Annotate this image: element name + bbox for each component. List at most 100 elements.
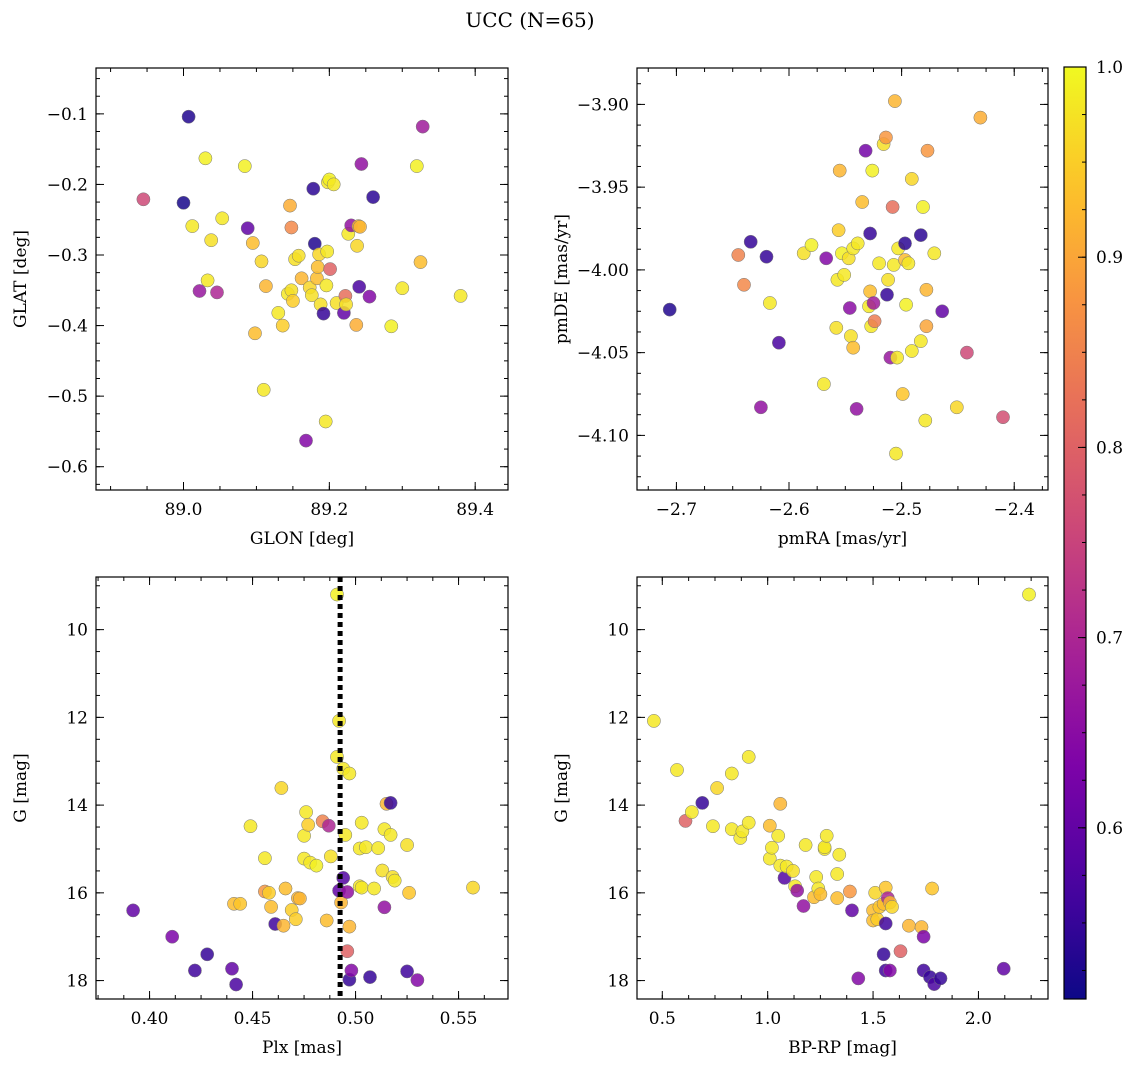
x-tick-label: 0.5: [649, 1009, 676, 1029]
scatter-point: [817, 840, 832, 855]
scatter-point: [243, 819, 258, 834]
scatter-point: [254, 254, 269, 269]
axes-frame: [636, 576, 1049, 1000]
scatter-point: [323, 849, 338, 864]
colorbar-tick-label: 1.0: [1096, 58, 1123, 78]
y-tick-label: 10: [66, 621, 88, 641]
y-tick-label: −4.00: [577, 261, 629, 281]
x-tick-label: 1.5: [860, 1009, 887, 1029]
colorbar-gradient: [1063, 66, 1087, 1000]
scatter-point: [453, 289, 468, 303]
points-glon-glat: [136, 109, 468, 448]
scatter-point: [402, 885, 416, 900]
scatter-point: [773, 796, 788, 811]
panel-glon-glat: 89.0 89.2 89.4 −0.6 −0.5 −0.4 −0.3 −0.2 −0.1 GLON…: [11, 67, 509, 549]
scatter-point: [883, 963, 897, 978]
scatter-point: [319, 913, 334, 928]
scatter-point: [352, 279, 367, 294]
scatter-point: [323, 262, 337, 276]
scatter-point: [759, 249, 774, 264]
scatter-point: [363, 970, 377, 984]
panel-plx-g: 0.40 0.45 0.50 0.55 10 12 14 16 18 Plx [mas] G [ma…: [11, 576, 509, 1058]
scatter-point: [830, 891, 845, 905]
scatter-point: [278, 881, 293, 896]
scatter-point: [354, 880, 369, 895]
scatter-point: [830, 867, 845, 881]
x-axis-label: Plx [mas]: [262, 1038, 342, 1058]
scatter-point: [878, 916, 893, 931]
scatter-point: [256, 382, 271, 397]
y-tick-label: −0.3: [47, 246, 88, 266]
scatter-point: [790, 883, 805, 898]
ticks-plx-g: [96, 577, 508, 999]
scatter-point: [286, 294, 300, 308]
scatter-point: [283, 198, 297, 213]
scatter-point: [383, 796, 398, 810]
scatter-point: [866, 296, 881, 310]
scatter-point: [865, 163, 880, 178]
scatter-point: [271, 306, 286, 320]
scatter-point: [880, 287, 894, 302]
scatter-point: [771, 828, 786, 843]
scatter-point: [275, 318, 290, 333]
scatter-point: [188, 963, 202, 978]
scatter-point: [724, 766, 739, 781]
scatter-point: [898, 236, 912, 251]
scatter-point: [996, 961, 1011, 976]
y-tick-label: −0.4: [47, 317, 88, 337]
scatter-point: [731, 248, 746, 262]
x-axis-label: pmRA [mas/yr]: [778, 529, 907, 549]
scatter-point: [831, 223, 846, 238]
x-tick-label: 1.0: [754, 1009, 781, 1029]
scatter-point: [377, 900, 392, 915]
scatter-point: [349, 318, 364, 332]
x-tick-label: 0.45: [234, 1009, 272, 1029]
scatter-point: [851, 971, 866, 986]
scatter-point: [210, 285, 224, 300]
scatter-point: [350, 238, 364, 253]
scatter-point: [809, 870, 824, 884]
x-tick-label: −2.7: [656, 500, 697, 520]
scatter-point: [340, 944, 355, 959]
colorbar-tick-label: 0.8: [1096, 438, 1123, 458]
scatter-point: [960, 345, 974, 360]
y-axis-label: pmDE [mas/yr]: [552, 214, 572, 344]
scatter-point: [843, 884, 857, 899]
x-tick-label: −2.5: [881, 500, 922, 520]
scatter-point: [895, 387, 910, 401]
points-bprp-g: [647, 587, 1036, 991]
y-tick-label: −4.05: [577, 344, 629, 364]
x-axis-label: BP-RP [mag]: [788, 1038, 897, 1058]
y-tick-label: −0.5: [47, 387, 88, 407]
axes-frame: [95, 576, 509, 1000]
scatter-point: [276, 918, 291, 933]
scatter-point: [846, 340, 861, 355]
scatter-point: [299, 805, 313, 819]
scatter-point: [741, 750, 756, 764]
scatter-point: [165, 929, 180, 944]
axes-frame: [636, 67, 1049, 491]
scatter-point: [889, 446, 903, 461]
scatter-point: [354, 815, 369, 830]
scatter-point: [772, 335, 786, 350]
scatter-point: [362, 289, 377, 304]
scatter-point: [888, 94, 902, 108]
scatter-point: [741, 815, 756, 830]
y-tick-label: 18: [607, 972, 629, 992]
scatter-point: [837, 268, 852, 282]
scatter-point: [306, 181, 321, 196]
scatter-point: [754, 400, 768, 415]
scatter-point: [413, 255, 428, 269]
scatter-point: [415, 119, 430, 134]
scatter-point: [890, 350, 904, 365]
scatter-point: [916, 929, 931, 944]
y-tick-label: −3.90: [577, 95, 629, 115]
y-tick-label: 16: [66, 884, 88, 904]
scatter-point: [319, 278, 334, 293]
scatter-point: [126, 903, 140, 918]
scatter-point: [410, 973, 425, 987]
panel-bprp-g: 0.5 1.0 1.5 2.0 10 12 14 16 18 BP-RP [mag] G [mag]: [552, 576, 1049, 1058]
x-tick-label: 89.2: [310, 500, 348, 520]
scatter-point: [893, 944, 908, 959]
scatter-point: [383, 828, 398, 842]
